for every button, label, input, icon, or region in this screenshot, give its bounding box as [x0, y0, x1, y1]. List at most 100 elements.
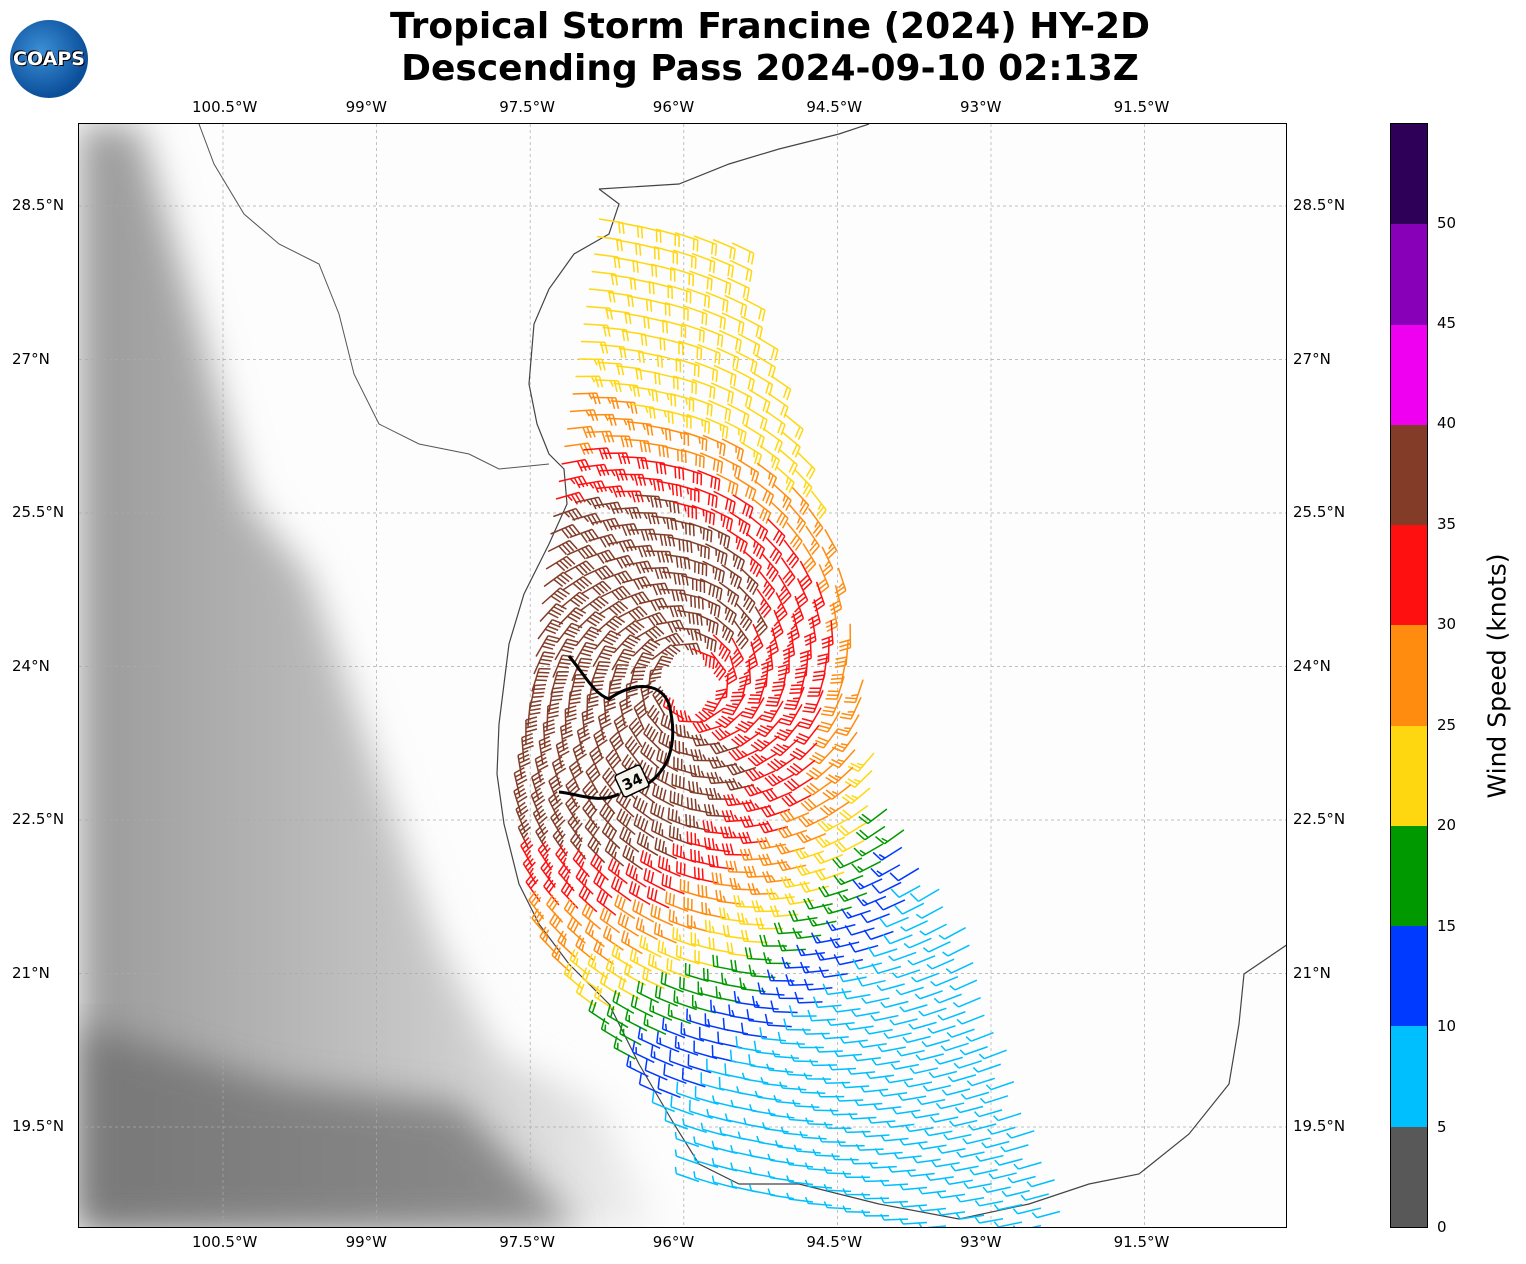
wind-barb	[741, 799, 772, 813]
wind-barb	[799, 1130, 827, 1140]
wind-barb	[730, 959, 757, 975]
wind-barb	[689, 764, 716, 779]
wind-barb	[728, 747, 759, 761]
wind-barb	[531, 770, 546, 801]
wind-barb	[637, 1026, 661, 1050]
wind-barb	[872, 846, 903, 861]
wind-barb	[661, 873, 685, 895]
wind-barb	[670, 392, 695, 412]
wind-barb	[703, 837, 731, 853]
colorbar-tick: 50	[1437, 213, 1457, 232]
wind-barb	[670, 266, 695, 287]
wind-barb	[840, 908, 871, 919]
wind-barb	[674, 1035, 699, 1056]
wind-barb	[672, 501, 698, 520]
wind-barb	[824, 529, 838, 559]
wind-barb	[591, 517, 621, 532]
wind-barb	[897, 1094, 927, 1101]
wind-barb	[871, 963, 902, 975]
wind-barb	[644, 1058, 668, 1081]
wind-barb	[694, 1086, 719, 1105]
wind-barb	[909, 888, 940, 903]
wind-barb	[842, 1188, 871, 1196]
wind-barb	[651, 515, 678, 531]
wind-barb	[831, 1153, 859, 1161]
wind-barb	[786, 759, 816, 776]
wind-barb	[942, 944, 970, 957]
wind-barb	[841, 988, 871, 1000]
wind-barb	[993, 1221, 1023, 1227]
wind-barb	[786, 1158, 814, 1168]
wind-barb	[803, 780, 833, 796]
wind-barb	[741, 1072, 769, 1084]
wind-barb	[513, 784, 528, 815]
wind-barb	[889, 867, 920, 882]
wind-barb	[767, 392, 789, 418]
wind-barb	[1013, 1161, 1042, 1170]
wind-barb	[628, 717, 644, 748]
wind-barb	[724, 655, 738, 686]
colorbar-bin	[1391, 1026, 1427, 1127]
wind-barb	[712, 634, 731, 662]
wind-barb	[702, 560, 725, 584]
wind-barb	[765, 888, 795, 901]
wind-barb	[810, 1103, 839, 1112]
wind-barb	[794, 847, 825, 860]
lat-tick-left: 21°N	[12, 963, 50, 982]
colorbar-bin	[1391, 725, 1427, 826]
wind-barb	[550, 808, 566, 839]
wind-barb	[805, 525, 820, 555]
wind-barb	[748, 1054, 775, 1070]
wind-barb	[1001, 1189, 1030, 1197]
logo-text: COAPS	[13, 48, 85, 70]
wind-barb	[867, 946, 898, 958]
wind-barb	[517, 749, 531, 780]
wind-barb	[739, 815, 770, 829]
wind-barb	[765, 410, 786, 436]
lon-tick-top: 99°W	[345, 98, 388, 116]
wind-barb	[804, 1162, 833, 1172]
wind-barb	[908, 1021, 937, 1030]
wind-barb	[955, 1213, 985, 1220]
wind-barb	[683, 557, 708, 577]
wind-barb	[786, 1192, 814, 1203]
wind-barb	[602, 925, 624, 951]
map-panel[interactable]: 34	[78, 123, 1287, 1228]
wind-barb	[747, 752, 778, 767]
wind-barb	[575, 626, 602, 647]
34kt-wind-radius	[558, 655, 675, 800]
wind-barb	[601, 821, 621, 850]
wind-barb	[905, 1125, 934, 1133]
wind-barb	[667, 410, 692, 429]
wind-barb	[621, 456, 649, 470]
wind-barb	[750, 623, 764, 654]
wind-barb	[691, 648, 716, 670]
wind-barb	[783, 413, 804, 441]
lat-tick-right: 28.5°N	[1293, 196, 1346, 214]
wind-barb	[926, 958, 955, 970]
wind-barb	[607, 539, 637, 553]
wind-barb	[672, 927, 696, 948]
wind-barb	[938, 927, 966, 940]
wind-barb	[678, 466, 703, 486]
wind-barb	[646, 886, 670, 909]
wind-barb	[756, 836, 787, 850]
wind-barb	[613, 713, 629, 744]
colorbar-tick: 5	[1437, 1117, 1447, 1136]
wind-barb	[837, 971, 867, 983]
wind-barb	[855, 1143, 884, 1151]
lon-tick-bot: 96°W	[652, 1233, 695, 1251]
wind-barb	[968, 1123, 997, 1131]
wind-barb	[690, 749, 718, 762]
wind-barb	[694, 361, 719, 382]
wind-barb	[699, 452, 724, 474]
wind-barb	[956, 1014, 985, 1025]
wind-barb	[777, 648, 790, 677]
wind-barb	[747, 883, 776, 896]
wind-barb	[796, 831, 827, 844]
wind-barb	[583, 565, 614, 581]
wind-barb	[829, 585, 843, 615]
colorbar-bin	[1391, 625, 1427, 726]
wind-barb	[740, 1022, 767, 1039]
wind-barb	[807, 672, 826, 697]
